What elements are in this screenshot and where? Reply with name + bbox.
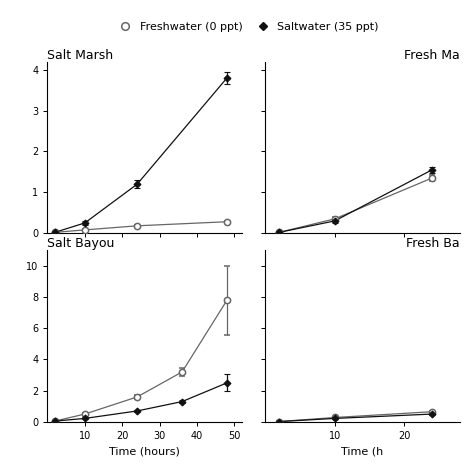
X-axis label: Time (h: Time (h	[341, 447, 383, 456]
Text: Salt Marsh: Salt Marsh	[47, 49, 114, 62]
Text: Salt Bayou: Salt Bayou	[47, 237, 115, 250]
Legend: Freshwater (0 ppt), Saltwater (35 ppt): Freshwater (0 ppt), Saltwater (35 ppt)	[110, 18, 383, 36]
Text: Fresh Ba: Fresh Ba	[406, 237, 460, 250]
Text: Fresh Ma: Fresh Ma	[404, 49, 460, 62]
X-axis label: Time (hours): Time (hours)	[109, 447, 180, 456]
